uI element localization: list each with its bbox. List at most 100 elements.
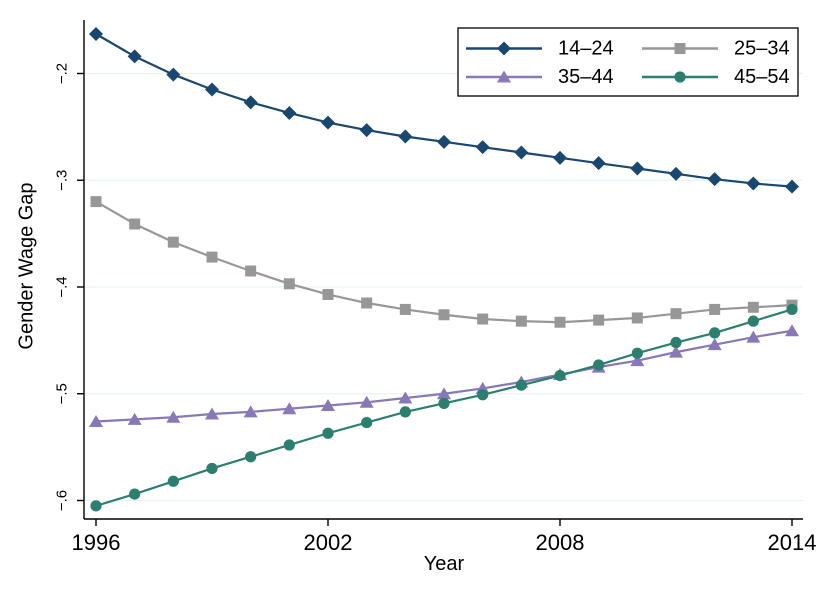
series-marker — [129, 488, 141, 500]
series-marker — [437, 134, 452, 149]
series-marker — [593, 359, 605, 371]
series-marker — [359, 123, 374, 138]
series-marker — [322, 427, 334, 439]
legend-box — [457, 27, 799, 97]
series-marker — [283, 439, 295, 451]
series-marker — [399, 303, 411, 315]
series-marker — [206, 462, 218, 475]
series-marker — [746, 330, 761, 343]
legend-marker-circle — [674, 71, 686, 83]
series-marker — [321, 398, 336, 411]
series-marker — [631, 347, 643, 359]
y-tick-label: −.5 — [54, 383, 71, 404]
series-45–54 — [90, 303, 798, 512]
series-marker — [245, 451, 257, 463]
series-marker — [709, 303, 721, 315]
series-35–44 — [89, 324, 800, 428]
series-marker — [707, 338, 722, 351]
y-tick-label: −.3 — [54, 170, 71, 191]
legend-marker-square — [674, 43, 686, 54]
series-marker — [322, 288, 334, 300]
series-marker — [282, 402, 297, 415]
series-marker — [89, 27, 103, 42]
series-marker — [785, 179, 800, 194]
series-25–34 — [90, 196, 798, 328]
series-marker — [438, 309, 450, 321]
series-marker — [630, 354, 645, 367]
series-marker — [89, 415, 103, 428]
series-marker — [321, 115, 336, 130]
series-marker — [361, 416, 373, 429]
x-axis-title: Year — [423, 553, 465, 575]
series-marker — [127, 412, 142, 425]
series-marker — [475, 140, 490, 155]
series-marker — [361, 297, 373, 309]
series-marker — [477, 389, 489, 401]
y-tick-label: −.4 — [54, 276, 71, 297]
series-marker — [709, 327, 721, 339]
series-marker — [205, 82, 220, 97]
series-marker — [282, 105, 297, 120]
legend-item-25–34: 25–34 — [642, 38, 790, 60]
legend-item-35–44: 35–44 — [466, 66, 614, 88]
x-tick-label: 2008 — [536, 530, 585, 555]
series-marker — [747, 301, 759, 313]
series-marker — [591, 156, 606, 171]
series-marker — [359, 395, 374, 408]
legend: 14–24 25–34 35–44 45–54 — [457, 27, 799, 97]
series-marker — [245, 265, 257, 277]
series-14–24 — [89, 27, 800, 194]
legend-label: 25–34 — [734, 38, 790, 60]
legend-label: 45–54 — [734, 66, 790, 88]
series-marker — [669, 166, 684, 181]
x-tick-label: 2002 — [304, 530, 353, 555]
series-marker — [243, 95, 258, 110]
series-marker — [515, 379, 527, 391]
series-marker — [707, 172, 722, 187]
series-marker — [127, 49, 142, 64]
series-marker — [669, 345, 684, 358]
series-marker — [477, 313, 489, 325]
series-marker — [514, 145, 529, 160]
legend-marker-triangle — [497, 70, 511, 83]
y-axis-title: Gender Wage Gap — [15, 182, 38, 350]
series-marker — [554, 370, 566, 382]
legend-item-45–54: 45–54 — [642, 66, 790, 88]
series-marker — [243, 405, 258, 418]
series-line — [95, 200, 793, 324]
y-tick-label: −.6 — [54, 490, 71, 511]
series-marker — [747, 315, 759, 327]
y-tick-label: −.2 — [54, 63, 71, 84]
series-marker — [283, 278, 295, 290]
series-marker — [554, 316, 566, 328]
series-marker — [399, 406, 411, 418]
series-marker — [515, 315, 527, 327]
series-marker — [205, 407, 220, 420]
series-marker — [670, 336, 682, 349]
series-marker — [437, 387, 452, 400]
x-tick-label: 2014 — [768, 530, 817, 555]
series-marker — [90, 500, 102, 512]
series-marker — [631, 312, 643, 324]
x-tick-label: 1996 — [72, 530, 121, 555]
series-marker — [746, 176, 761, 191]
series-marker — [553, 150, 568, 165]
series-marker — [166, 410, 181, 423]
series-marker — [786, 303, 798, 316]
legend-item-14–24: 14–24 — [466, 38, 614, 60]
series-marker — [206, 251, 218, 263]
series-marker — [438, 397, 450, 409]
series-marker — [167, 236, 179, 248]
series-marker — [398, 391, 413, 404]
series-marker — [593, 314, 605, 326]
series-marker — [167, 475, 179, 487]
series-marker — [630, 161, 645, 176]
legend-label: 14–24 — [558, 38, 614, 60]
series-marker — [785, 324, 800, 337]
legend-label: 35–44 — [558, 66, 614, 88]
series-marker — [670, 308, 682, 320]
series-marker — [398, 129, 413, 144]
series-marker — [166, 67, 181, 82]
